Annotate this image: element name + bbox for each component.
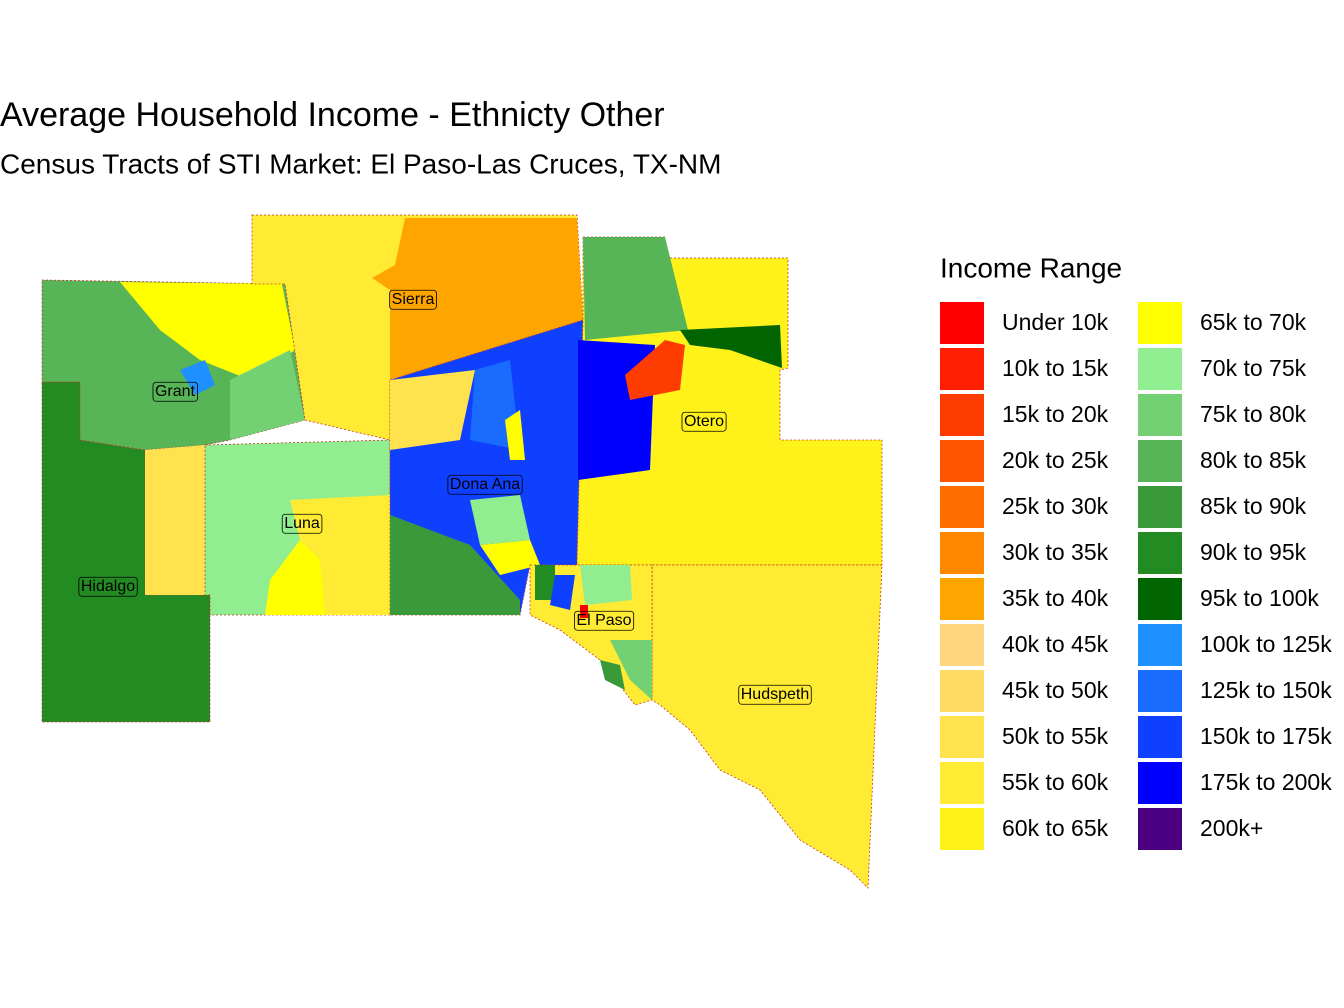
legend-label: 200k+ xyxy=(1200,815,1263,841)
dona-ana-tract xyxy=(390,515,520,615)
dona-ana-tract xyxy=(390,370,475,450)
el-paso-tract xyxy=(535,565,555,600)
legend-swatch xyxy=(940,624,984,666)
legend-swatch xyxy=(940,348,984,390)
grant-tract xyxy=(230,350,305,440)
hudspeth-county xyxy=(651,564,883,889)
el-paso-tract xyxy=(610,640,652,700)
legend-title: Income Range xyxy=(940,252,1122,283)
legend-label: Under 10k xyxy=(1002,309,1109,335)
label-box xyxy=(281,513,323,534)
legend-swatch xyxy=(1138,578,1182,620)
legend-label: 45k to 50k xyxy=(1002,677,1109,703)
otero-tract xyxy=(625,340,685,400)
otero-tract xyxy=(680,325,782,368)
legend-swatch xyxy=(940,808,984,850)
county-labels: Sierra Grant Otero Dona Ana Luna Hidalgo… xyxy=(78,289,812,705)
legend: Income Range Under 10k 10k to 15k 15k to 2… xyxy=(940,252,1332,850)
el-paso-tract xyxy=(580,565,632,605)
legend-label: 50k to 55k xyxy=(1002,723,1109,749)
legend-swatch xyxy=(940,486,984,528)
legend-label: 30k to 35k xyxy=(1002,539,1109,565)
legend-label: 40k to 45k xyxy=(1002,631,1109,657)
label-box xyxy=(152,381,198,402)
legend-swatch xyxy=(940,440,984,482)
legend-label: 80k to 85k xyxy=(1200,447,1307,473)
legend-swatch xyxy=(1138,394,1182,436)
legend-swatch xyxy=(940,762,984,804)
legend-swatch xyxy=(1138,808,1182,850)
county-label: Hudspeth xyxy=(741,686,810,703)
county-label: Otero xyxy=(684,413,724,430)
legend-label: 90k to 95k xyxy=(1200,539,1307,565)
label-box xyxy=(389,289,437,310)
legend-label: 60k to 65k xyxy=(1002,815,1109,841)
dona-ana-tract xyxy=(470,495,530,545)
legend-swatch xyxy=(940,670,984,712)
legend-label: 75k to 80k xyxy=(1200,401,1307,427)
legend-swatch xyxy=(940,578,984,620)
grant-tract xyxy=(145,420,230,595)
legend-swatch xyxy=(1138,762,1182,804)
legend-swatch xyxy=(1138,440,1182,482)
county-label: Hidalgo xyxy=(81,578,135,595)
legend-swatch xyxy=(1138,670,1182,712)
legend-label: 55k to 60k xyxy=(1002,769,1109,795)
legend-label: 175k to 200k xyxy=(1200,769,1332,795)
legend-label: 95k to 100k xyxy=(1200,585,1319,611)
legend-swatch xyxy=(940,716,984,758)
legend-label: 125k to 150k xyxy=(1200,677,1332,703)
legend-swatch xyxy=(1138,716,1182,758)
legend-swatch xyxy=(940,532,984,574)
legend-swatch xyxy=(1138,624,1182,666)
legend-swatch xyxy=(1138,486,1182,528)
legend-swatch xyxy=(940,394,984,436)
legend-label: 20k to 25k xyxy=(1002,447,1109,473)
label-box xyxy=(78,576,138,597)
legend-label: 65k to 70k xyxy=(1200,309,1307,335)
county-label: El Paso xyxy=(576,612,631,629)
legend-swatch xyxy=(1138,302,1182,344)
label-box xyxy=(574,610,635,631)
label-box xyxy=(738,684,812,705)
legend-label: 15k to 20k xyxy=(1002,401,1109,427)
subtitle: Census Tracts of STI Market: El Paso-Las… xyxy=(0,148,721,179)
legend-label: 10k to 15k xyxy=(1002,355,1109,381)
legend-label: 85k to 90k xyxy=(1200,493,1307,519)
map xyxy=(41,214,883,889)
legend-label: 100k to 125k xyxy=(1200,631,1332,657)
county-label: Grant xyxy=(155,383,196,400)
dona-ana-tract xyxy=(480,540,540,575)
legend-label: 150k to 175k xyxy=(1200,723,1332,749)
county-label: Luna xyxy=(284,515,320,532)
legend-swatch xyxy=(1138,532,1182,574)
legend-label: 70k to 75k xyxy=(1200,355,1307,381)
luna-tract xyxy=(290,495,390,615)
otero-tract xyxy=(583,237,688,340)
dona-ana-tract xyxy=(505,410,525,460)
legend-label: 35k to 40k xyxy=(1002,585,1109,611)
county-label: Sierra xyxy=(392,291,435,308)
el-paso-tract xyxy=(600,660,625,690)
legend-swatch xyxy=(940,302,984,344)
grant-tract xyxy=(120,282,295,380)
legend-swatch xyxy=(1138,348,1182,390)
grant-tract xyxy=(180,360,215,395)
title: Average Household Income - Ethnicty Othe… xyxy=(0,96,665,134)
county-label: Dona Ana xyxy=(450,476,520,493)
label-box xyxy=(681,411,727,432)
luna-tract xyxy=(265,540,325,615)
label-box xyxy=(447,474,523,495)
el-paso-tract xyxy=(550,575,575,610)
legend-label: 25k to 30k xyxy=(1002,493,1109,519)
